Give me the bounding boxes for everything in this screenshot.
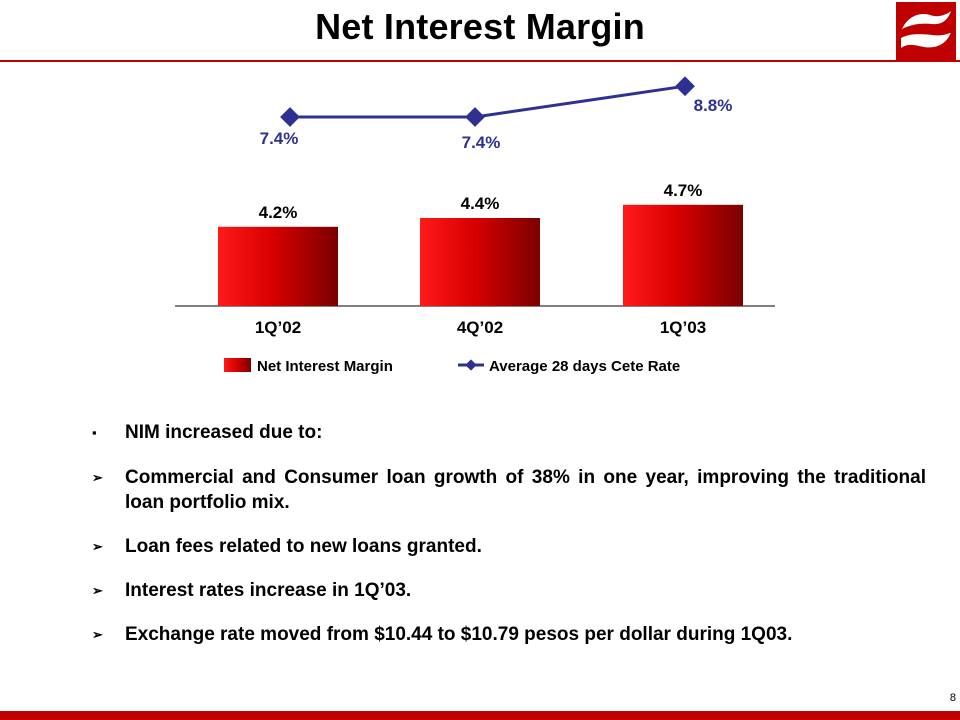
bullet-text: Loan fees related to new loans granted. [125, 536, 482, 557]
list-item: ➢ Exchange rate moved from $10.44 to $10.… [92, 622, 926, 647]
arrow-bullet-icon: ➢ [92, 470, 103, 485]
bullet-text: Interest rates increase in 1Q’03. [125, 580, 412, 601]
nim-bar [623, 204, 743, 306]
bullet-text: NIM increased due to: [125, 422, 323, 443]
list-item: ▪ NIM increased due to: [92, 420, 926, 445]
nim-bar [420, 218, 540, 306]
cete-rate-point [465, 107, 485, 127]
legend-label: Average 28 days Cete Rate [489, 358, 680, 375]
slide-title: Net Interest Margin [315, 6, 645, 47]
legend-label: Net Interest Margin [257, 358, 393, 375]
cete-rate-line [290, 84, 686, 119]
nim-bar [218, 226, 338, 306]
category-label: 4Q’02 [457, 318, 503, 337]
list-item: ➢ Loan fees related to new loans granted. [92, 534, 926, 559]
bar-value-label: 4.7% [664, 181, 703, 200]
legend-line-marker [465, 359, 477, 371]
footer-bar [0, 711, 960, 720]
category-label: 1Q’02 [255, 318, 301, 337]
arrow-bullet-icon: ➢ [92, 539, 103, 554]
list-item: ➢ Interest rates increase in 1Q’03. [92, 578, 926, 603]
arrow-bullet-icon: ➢ [92, 627, 103, 642]
legend-bar-swatch [224, 358, 251, 372]
category-label: 1Q’03 [660, 318, 706, 337]
bar-value-label: 4.4% [461, 194, 500, 213]
cete-rate-point [280, 107, 300, 127]
square-bullet-icon: ▪ [92, 425, 97, 440]
bank-logo-icon [896, 2, 956, 60]
list-item: ➢ Commercial and Consumer loan growth of … [92, 465, 926, 515]
bullet-text: Commercial and Consumer loan growth of 3… [125, 467, 926, 513]
title-divider [0, 60, 960, 62]
arrow-bullet-icon: ➢ [92, 583, 103, 598]
line-value-label: 7.4% [260, 129, 299, 148]
line-value-label: 8.8% [694, 96, 733, 115]
cete-rate-point [675, 76, 695, 97]
bar-value-label: 4.2% [259, 203, 298, 222]
bullet-list: ▪ NIM increased due to: ➢ Commercial and C… [92, 420, 926, 647]
nim-chart: 4.2% 4.4%4.7%7.4% 7.4%8.8%1Q’02 4Q’02 1Q’03 … [175, 76, 775, 375]
bullet-text: Exchange rate moved from $10.44 to $10.7… [125, 624, 793, 645]
page-number: 8 [949, 692, 956, 704]
line-value-label: 7.4% [462, 133, 501, 152]
